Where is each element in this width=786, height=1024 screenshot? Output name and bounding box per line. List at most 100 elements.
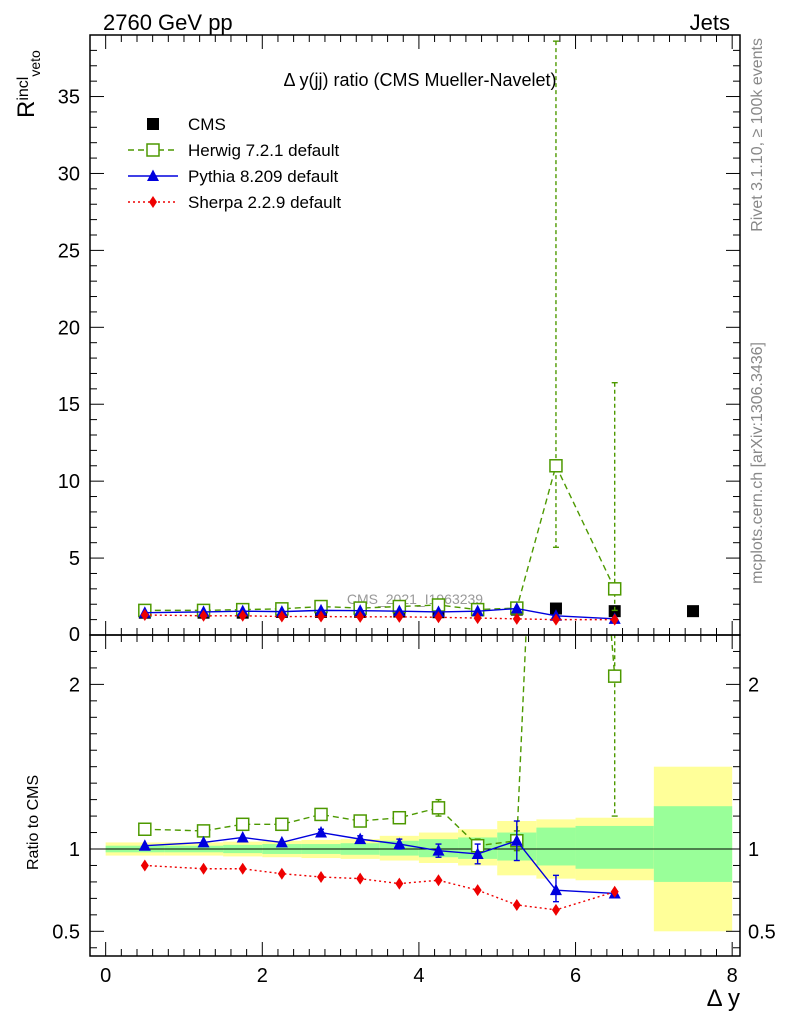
- data-point: [610, 613, 619, 626]
- data-point: [510, 834, 523, 846]
- data-point: [395, 610, 404, 623]
- data-point: [687, 605, 700, 618]
- y-tick-label: 30: [58, 163, 80, 185]
- series-sherpa: [140, 859, 619, 916]
- mcplots-label: mcplots.cern.ch [arXiv:1306.3436]: [749, 342, 766, 584]
- series-line: [144, 607, 615, 620]
- data-point: [608, 605, 621, 618]
- axes: 0 2 4 6 8 5 10 15 20 25 30 35 0 0.5 0.5 1 1 2 2: [52, 34, 776, 987]
- data-point: [395, 877, 404, 890]
- header-right: Jets: [690, 10, 730, 35]
- legend-entry: Herwig 7.2.1 default: [128, 141, 339, 160]
- data-point: [238, 609, 247, 622]
- data-point: [356, 872, 365, 885]
- y-tick-label: 0: [69, 624, 80, 646]
- data-point: [471, 847, 484, 859]
- ratio-series: [138, 635, 622, 916]
- data-point: [610, 885, 619, 898]
- main-ylabel: Rinclveto: [13, 50, 43, 118]
- data-point: [138, 839, 151, 851]
- series-line: [144, 614, 615, 621]
- data-point: [317, 870, 326, 883]
- data-point: [317, 610, 326, 623]
- data-point: [510, 602, 523, 614]
- x-tick-label: 0: [100, 965, 111, 987]
- x-tick-label: 4: [413, 965, 424, 987]
- x-tick-label: 8: [727, 965, 738, 987]
- y-tick-label-right: 2: [748, 674, 759, 696]
- series-herwig: [138, 635, 622, 853]
- data-point: [607, 582, 622, 596]
- watermark: CMS_2021_I1963239: [347, 591, 483, 607]
- data-point: [235, 817, 250, 832]
- x-tick-label: 6: [570, 965, 581, 987]
- data-point: [147, 169, 159, 181]
- ratio-frame: [89, 634, 741, 957]
- data-point: [549, 883, 562, 896]
- data-point: [549, 602, 562, 615]
- y-tick-label: 1: [69, 839, 80, 861]
- series-line: [144, 864, 615, 911]
- data-point: [471, 604, 484, 617]
- data-point: [199, 609, 208, 622]
- data-point: [432, 844, 445, 856]
- data-point: [551, 613, 560, 626]
- y-tick-label: 5: [69, 548, 80, 570]
- data-point: [512, 612, 521, 625]
- y-tick-label-right: 1: [748, 839, 759, 861]
- data-point: [275, 835, 288, 848]
- data-point: [275, 817, 289, 832]
- y-tick-label-right: 0.5: [748, 921, 776, 943]
- data-point: [197, 835, 210, 848]
- data-point: [146, 143, 160, 157]
- data-point: [315, 603, 328, 616]
- series-pythia: [138, 820, 621, 903]
- y-tick-label: 15: [58, 394, 80, 416]
- data-point: [473, 612, 482, 625]
- band-green: [653, 806, 733, 882]
- header-left: 2760 GeV pp: [103, 10, 233, 35]
- data-point: [393, 604, 406, 617]
- series-line: [144, 831, 615, 895]
- data-point: [473, 884, 482, 897]
- data-point: [315, 826, 328, 838]
- data-point: [393, 837, 406, 850]
- data-point: [149, 196, 157, 208]
- data-point: [434, 874, 443, 887]
- y-tick-label: 10: [58, 471, 80, 493]
- data-point: [607, 669, 622, 683]
- data-point: [353, 814, 367, 828]
- data-point: [356, 610, 365, 623]
- data-point: [140, 859, 149, 872]
- data-point: [549, 459, 563, 473]
- data-point: [147, 118, 159, 130]
- data-point: [138, 822, 152, 836]
- legend-entry: Sherpa 2.2.9 default: [128, 193, 341, 212]
- main-series: [138, 40, 700, 626]
- data-point: [238, 862, 247, 875]
- data-point: [354, 604, 367, 616]
- data-point: [392, 810, 407, 825]
- data-point: [431, 801, 446, 815]
- data-point: [314, 807, 328, 822]
- data-point: [551, 903, 560, 916]
- data-point: [354, 832, 367, 845]
- y-tick-label: 20: [58, 317, 80, 339]
- data-point: [432, 605, 445, 617]
- legend-entry: Pythia 8.209 default: [128, 167, 339, 186]
- ratio-ylabel: Ratio to CMS: [25, 775, 42, 870]
- data-point: [277, 867, 286, 880]
- series-sherpa: [140, 609, 619, 626]
- legend-label: Sherpa 2.2.9 default: [188, 193, 341, 212]
- legend-label: Pythia 8.209 default: [188, 167, 339, 186]
- band-green: [575, 825, 654, 869]
- legend-entry: CMS: [147, 115, 226, 134]
- data-point: [196, 824, 211, 838]
- y-tick-label: 2: [69, 674, 80, 696]
- band-green: [536, 827, 576, 866]
- data-point: [236, 830, 249, 843]
- x-axis-label: Δ y: [707, 985, 740, 1012]
- y-tick-label: 35: [58, 87, 80, 109]
- plot-title: Δ y(jj) ratio (CMS Mueller-Navelet): [283, 70, 556, 90]
